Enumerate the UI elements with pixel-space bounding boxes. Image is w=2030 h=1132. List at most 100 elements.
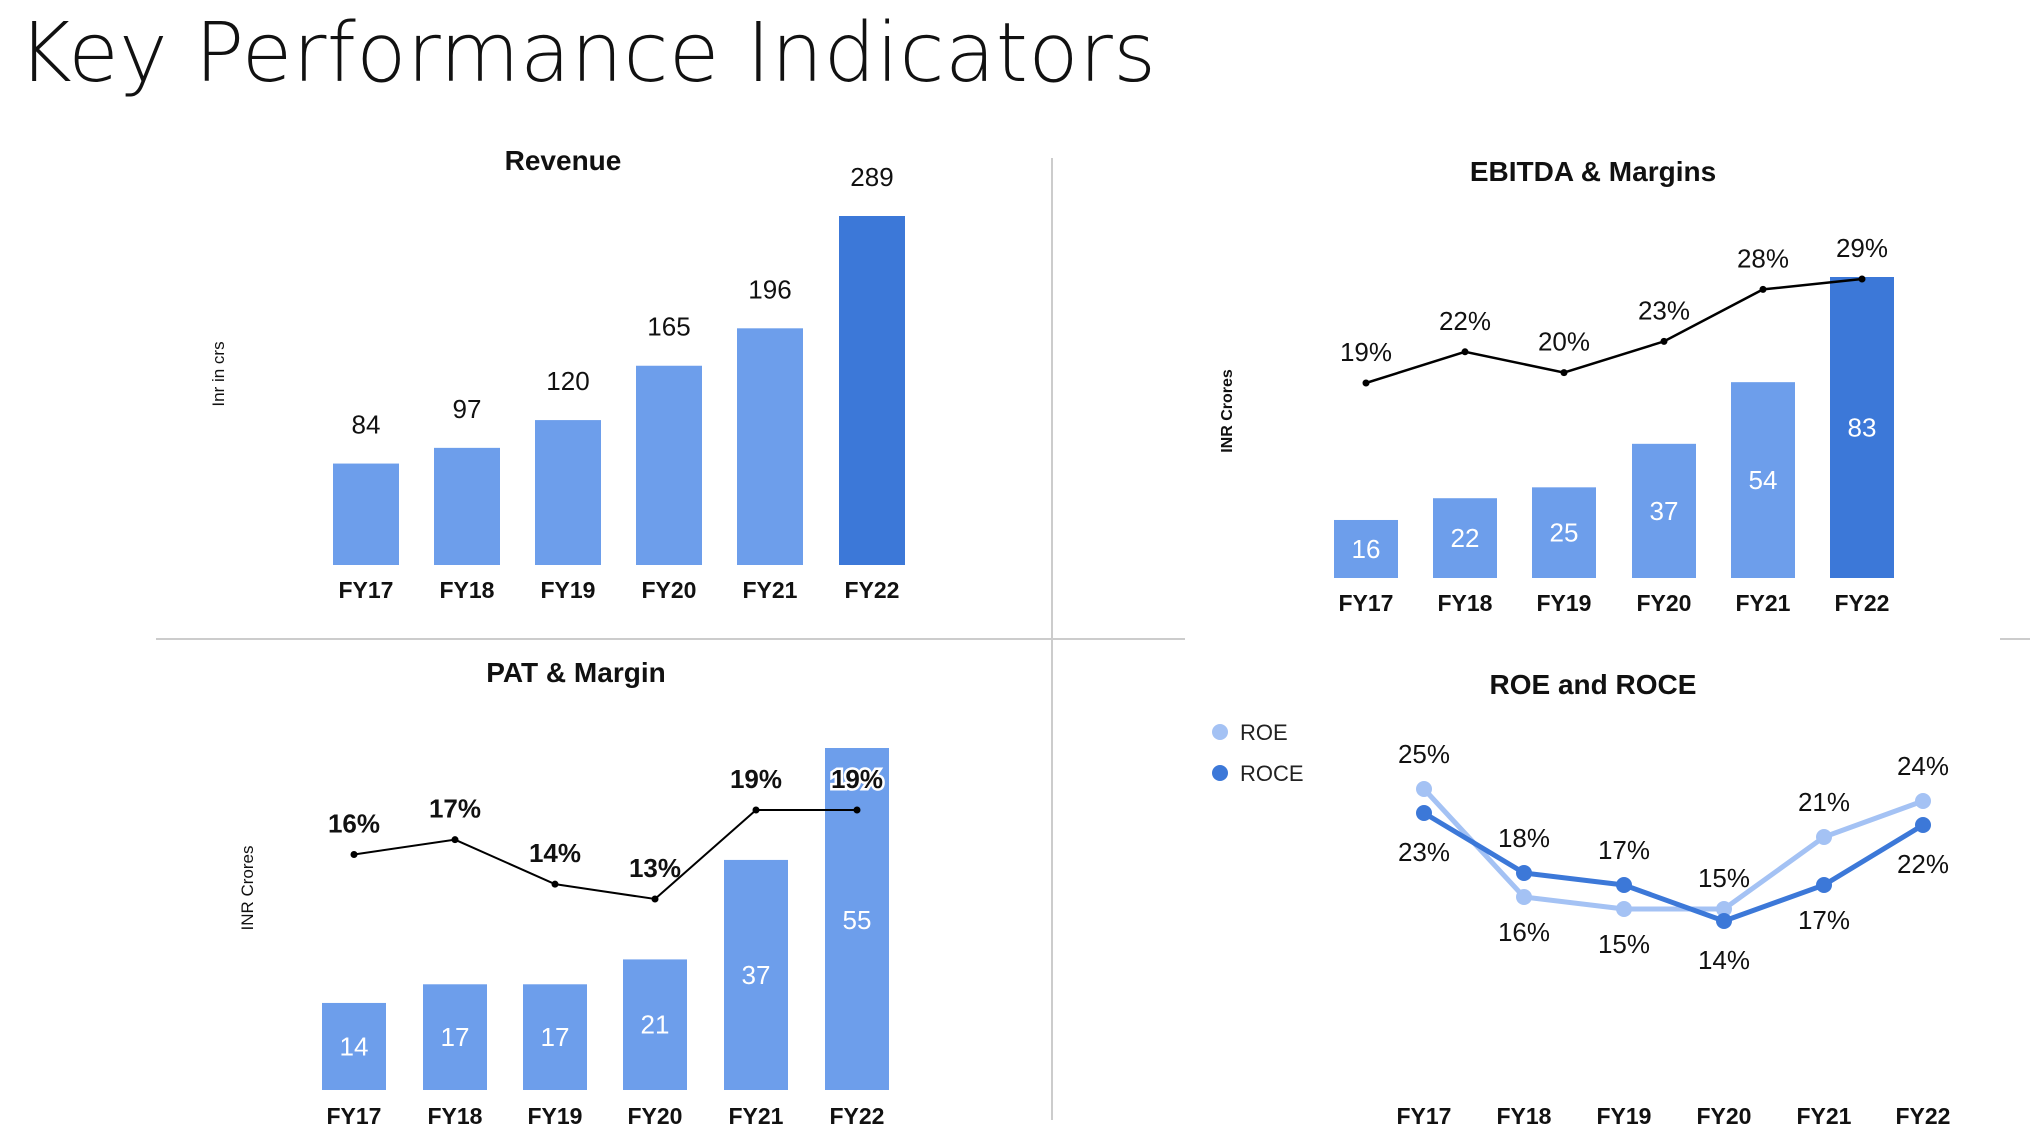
revenue-value-label: 97	[453, 394, 482, 424]
ebitda-margin-point	[1858, 275, 1866, 283]
pat-margin-label: 19%	[730, 764, 782, 794]
pat-margin-line	[353, 809, 857, 901]
roce-value-label: 23%	[1398, 837, 1450, 867]
revenue-bar	[535, 420, 601, 565]
roe-point	[1816, 829, 1832, 845]
ebitda-title: EBITDA & Margins	[1470, 156, 1716, 187]
pat-bar	[724, 859, 788, 1090]
revenue-x-tick: FY21	[743, 577, 798, 603]
ebitda-bar	[1433, 498, 1497, 578]
ebitda-margin-point	[1560, 369, 1568, 377]
roe-value-label: 16%	[1498, 917, 1550, 947]
pat-bar	[825, 748, 889, 1090]
roce-point	[1915, 817, 1931, 833]
pat-x-tick: FY22	[830, 1103, 885, 1129]
ebitda-margin-point	[1461, 348, 1469, 356]
roce-point	[1616, 877, 1632, 893]
roe-point	[1716, 901, 1732, 917]
ebitda-bar	[1830, 277, 1894, 578]
legend-label-roe: ROE	[1240, 720, 1288, 745]
pat-x-tick: FY20	[628, 1103, 683, 1129]
revenue-value-label: 165	[647, 312, 690, 342]
pat-margin-label: 16%	[328, 809, 380, 839]
ebitda-bar-label: 16	[1352, 534, 1381, 564]
pat-margin-point	[853, 806, 861, 814]
roe-roce-x-tick: FY20	[1697, 1103, 1752, 1129]
revenue-x-tick: FY22	[845, 577, 900, 603]
roce-point	[1516, 865, 1532, 881]
ebitda-margin-label: 28%	[1737, 243, 1789, 273]
page-title: Key Performance Indicators	[18, 6, 1157, 101]
roce-point	[1416, 805, 1432, 821]
roe-line	[1422, 787, 1924, 912]
revenue-x-tick: FY20	[642, 577, 697, 603]
ebitda-margin-label: 22%	[1439, 306, 1491, 336]
roce-value-label: 18%	[1498, 823, 1550, 853]
pat-margin-label: 13%	[629, 853, 681, 883]
roe-value-label: 25%	[1398, 739, 1450, 769]
pat-x-tick: FY19	[528, 1103, 583, 1129]
roe-roce-x-tick: FY18	[1497, 1103, 1552, 1129]
revenue-x-tick: FY18	[440, 577, 495, 603]
pat-bar	[423, 984, 487, 1090]
pat-bar-label: 17	[541, 1022, 570, 1052]
revenue-bar	[333, 463, 399, 565]
ebitda-bar-label: 83	[1848, 413, 1877, 443]
ebitda-margin-label: 19%	[1340, 337, 1392, 367]
revenue-value-label: 84	[352, 410, 381, 440]
ebitda-margin-label: 29%	[1836, 233, 1888, 263]
roce-point	[1816, 877, 1832, 893]
ebitda-bar-label: 22	[1451, 523, 1480, 553]
pat-bar	[322, 1002, 386, 1090]
pat-x-tick: FY17	[327, 1103, 382, 1129]
pat-bar-label: 21	[641, 1010, 670, 1040]
ebitda-x-tick: FY19	[1537, 590, 1592, 616]
pat-x-tick: FY21	[729, 1103, 784, 1129]
pat-bar-label: 55	[843, 905, 872, 935]
pat-margin-label: 14%	[529, 838, 581, 868]
ebitda-x-tick: FY21	[1736, 590, 1791, 616]
roe-value-label: 15%	[1598, 929, 1650, 959]
revenue-value-label: 289	[850, 162, 893, 192]
pat-margin-point	[551, 880, 559, 888]
ebitda-bar	[1632, 443, 1696, 578]
ebitda-margin-label: 20%	[1538, 327, 1590, 357]
legend-marker-roce	[1212, 765, 1228, 781]
ebitda-margin-point	[1759, 285, 1767, 293]
pat-x-tick: FY18	[428, 1103, 483, 1129]
pat-bar	[623, 959, 687, 1090]
ebitda-bar	[1334, 519, 1398, 578]
roe-value-label: 24%	[1897, 751, 1949, 781]
roe-roce-title: ROE and ROCE	[1490, 669, 1697, 700]
roce-line	[1422, 810, 1925, 924]
roce-value-label: 14%	[1698, 945, 1750, 975]
revenue-x-tick: FY19	[541, 577, 596, 603]
roe-roce-x-tick: FY22	[1896, 1103, 1951, 1129]
pat-title: PAT & Margin	[486, 657, 665, 688]
pat-margin-label: 17%	[429, 794, 481, 824]
ebitda-x-tick: FY17	[1339, 590, 1394, 616]
pat-bar	[523, 984, 587, 1090]
ebitda-margin-point	[1362, 379, 1370, 387]
pat-y-axis-label: INR Crores	[238, 845, 257, 930]
ebitda-bar	[1731, 382, 1795, 578]
ebitda-bar-label: 37	[1650, 496, 1679, 526]
pat-margin-point	[451, 836, 459, 844]
pat-margin-point	[350, 851, 358, 858]
revenue-value-label: 196	[748, 274, 791, 304]
ebitda-bar-label: 25	[1550, 518, 1579, 548]
legend-label-roce: ROCE	[1240, 761, 1304, 786]
roe-value-label: 15%	[1698, 863, 1750, 893]
ebitda-x-tick: FY20	[1637, 590, 1692, 616]
legend-marker-roe	[1212, 724, 1228, 740]
ebitda-y-axis-label: INR Crores	[1219, 369, 1236, 453]
roe-point	[1616, 901, 1632, 917]
revenue-bar	[737, 328, 803, 565]
roce-value-label: 22%	[1897, 849, 1949, 879]
roe-point	[1915, 793, 1931, 809]
ebitda-margin-point	[1660, 337, 1668, 345]
pat-margin-point	[752, 806, 760, 814]
roce-point	[1716, 913, 1732, 929]
ebitda-bar-label: 54	[1749, 465, 1778, 495]
pat-bar-label: 37	[742, 960, 771, 990]
